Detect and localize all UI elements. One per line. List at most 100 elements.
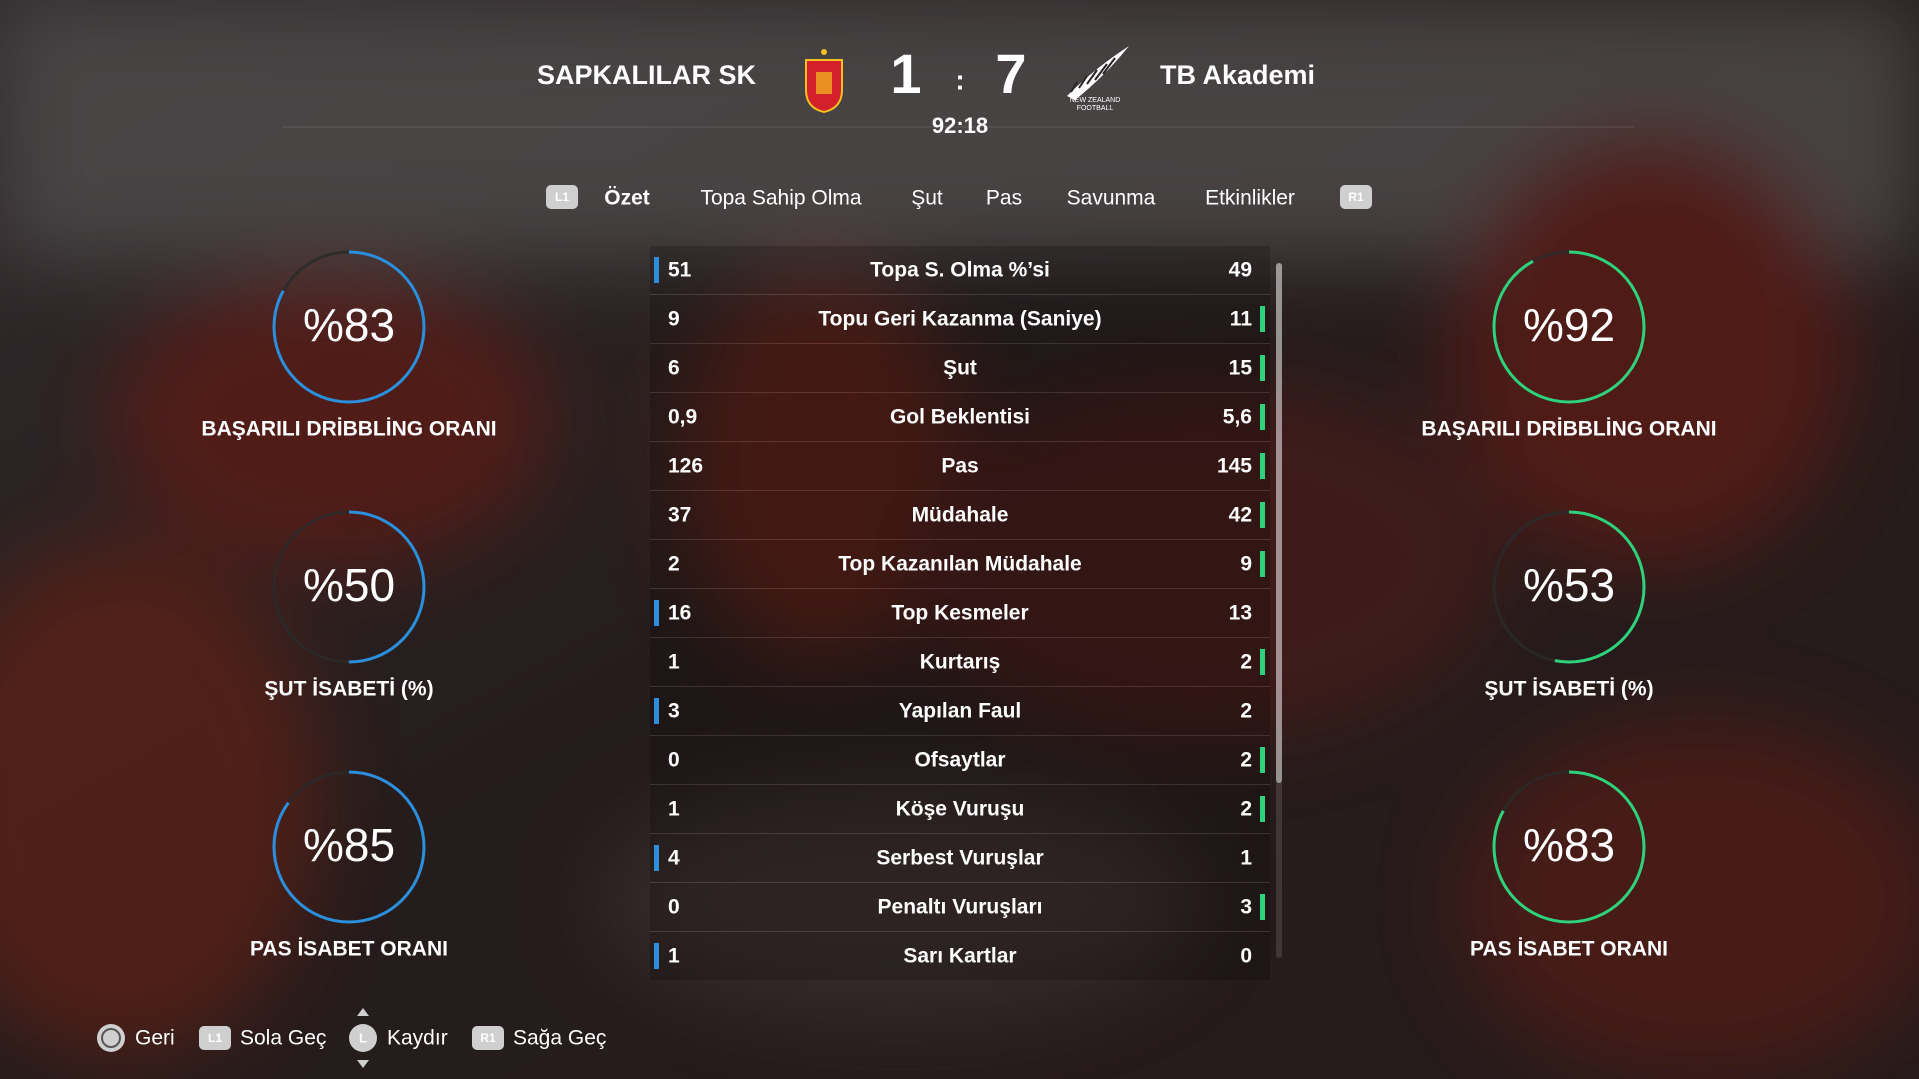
gauge-caption: BAŞARILI DRİBBLİNG ORANI <box>201 418 496 441</box>
stat-label: Top Kesmeler <box>891 602 1028 625</box>
stat-label: Gol Beklentisi <box>890 406 1030 429</box>
leader-indicator <box>1260 551 1265 577</box>
gauge-value: %83 <box>1523 819 1615 871</box>
away-stat: 49 <box>1229 259 1252 282</box>
away-stat: 9 <box>1240 553 1252 576</box>
stat-row <box>650 295 1270 343</box>
tab[interactable]: Etkinlikler <box>1205 187 1295 210</box>
stat-label: Müdahale <box>912 504 1009 527</box>
gauge-caption: ŞUT İSABETİ (%) <box>1484 678 1653 701</box>
leader-indicator <box>654 600 659 626</box>
stat-row <box>650 589 1270 637</box>
gauge-value: %92 <box>1523 299 1615 351</box>
gauge-caption: BAŞARILI DRİBBLİNG ORANI <box>1421 418 1716 441</box>
leader-indicator <box>1260 404 1265 430</box>
stat-row <box>650 442 1270 490</box>
stat-row <box>650 246 1270 294</box>
gauge-value: %50 <box>303 559 395 611</box>
stat-row <box>650 393 1270 441</box>
footer-action[interactable]: Sola Geç <box>240 1027 326 1050</box>
gauge-arc <box>272 770 426 924</box>
stat-label: Topa S. Olma %’si <box>870 259 1050 282</box>
stat-row <box>650 540 1270 588</box>
tab[interactable]: Özet <box>604 187 650 210</box>
scrollbar <box>1276 263 1282 958</box>
stat-label: Köşe Vuruşu <box>896 798 1025 821</box>
away-stat: 15 <box>1229 357 1253 380</box>
home-stat: 1 <box>668 945 680 968</box>
gauge-caption: PAS İSABET ORANI <box>250 938 448 961</box>
gauge-value: %83 <box>303 299 395 351</box>
footer-action[interactable]: Sağa Geç <box>513 1027 606 1050</box>
home-stat: 1 <box>668 798 680 821</box>
leader-indicator <box>1260 355 1265 381</box>
away-stat: 11 <box>1230 308 1253 331</box>
home-score: 1 <box>890 42 921 105</box>
stat-row <box>650 736 1270 784</box>
home-stat: 0 <box>668 749 680 772</box>
away-stat: 3 <box>1240 896 1252 919</box>
shoulder-button-icon-label: R1 <box>480 1031 496 1045</box>
stat-label: Topu Geri Kazanma (Saniye) <box>818 308 1101 331</box>
home-stat: 51 <box>668 259 692 282</box>
footer-action[interactable]: Kaydır <box>387 1027 448 1050</box>
leader-indicator <box>1260 894 1265 920</box>
tab-prev-button[interactable] <box>546 185 578 209</box>
home-stat: 0 <box>668 896 680 919</box>
stat-row <box>650 638 1270 686</box>
leader-indicator <box>1260 306 1265 332</box>
stat-row <box>650 491 1270 539</box>
tab[interactable]: Topa Sahip Olma <box>700 187 861 210</box>
leader-indicator <box>654 698 659 724</box>
home-stat: 37 <box>668 504 691 527</box>
tab[interactable]: Şut <box>911 187 943 210</box>
shoulder-button-icon[interactable] <box>199 1026 231 1050</box>
away-stat: 145 <box>1217 455 1252 478</box>
tab[interactable]: Savunma <box>1067 187 1156 210</box>
home-crest <box>805 49 843 114</box>
score-separator: : <box>955 64 964 95</box>
stat-label: Ofsaytlar <box>914 749 1005 772</box>
stat-row <box>650 834 1270 882</box>
stick-icon-label: L <box>359 1030 367 1045</box>
stat-row <box>650 344 1270 392</box>
away-score: 7 <box>995 42 1026 105</box>
shoulder-button-icon-label: L1 <box>208 1031 222 1045</box>
gauge-value: %85 <box>303 819 395 871</box>
gauge-caption: ŞUT İSABETİ (%) <box>264 678 433 701</box>
away-stat: 1 <box>1240 847 1252 870</box>
tab[interactable]: Pas <box>986 187 1022 210</box>
tab-next-button-label: R1 <box>1348 190 1364 204</box>
home-stat: 2 <box>668 553 680 576</box>
away-stat: 42 <box>1229 504 1252 527</box>
leader-indicator <box>1260 747 1265 773</box>
home-stat: 3 <box>668 700 680 723</box>
home-stat: 6 <box>668 357 680 380</box>
tab-prev-button-label: L1 <box>555 190 569 204</box>
home-stat: 4 <box>668 847 680 870</box>
stat-label: Yapılan Faul <box>899 700 1022 723</box>
home-stat: 0,9 <box>668 406 697 429</box>
tab-next-button[interactable] <box>1340 185 1372 209</box>
shoulder-button-icon[interactable] <box>472 1026 504 1050</box>
home-team: SAPKALILAR SK <box>537 60 757 90</box>
away-crest <box>1067 46 1129 100</box>
away-stat: 2 <box>1240 749 1252 772</box>
footer-action[interactable]: Geri <box>135 1027 175 1050</box>
stat-label: Serbest Vuruşlar <box>876 847 1043 870</box>
stat-row <box>650 932 1270 980</box>
stat-label: Penaltı Vuruşları <box>878 896 1043 919</box>
stat-row <box>650 785 1270 833</box>
stat-row <box>650 883 1270 931</box>
gauge-caption: PAS İSABET ORANI <box>1470 938 1668 961</box>
leader-indicator <box>1260 502 1265 528</box>
home-stat: 16 <box>668 602 691 625</box>
stat-label: Sarı Kartlar <box>903 945 1016 968</box>
away-stat: 2 <box>1240 651 1252 674</box>
away-team: TB Akademi <box>1160 60 1315 90</box>
stat-label: Şut <box>943 357 977 380</box>
stat-label: Top Kazanılan Müdahale <box>838 553 1081 576</box>
stick-icon[interactable] <box>349 1024 377 1052</box>
